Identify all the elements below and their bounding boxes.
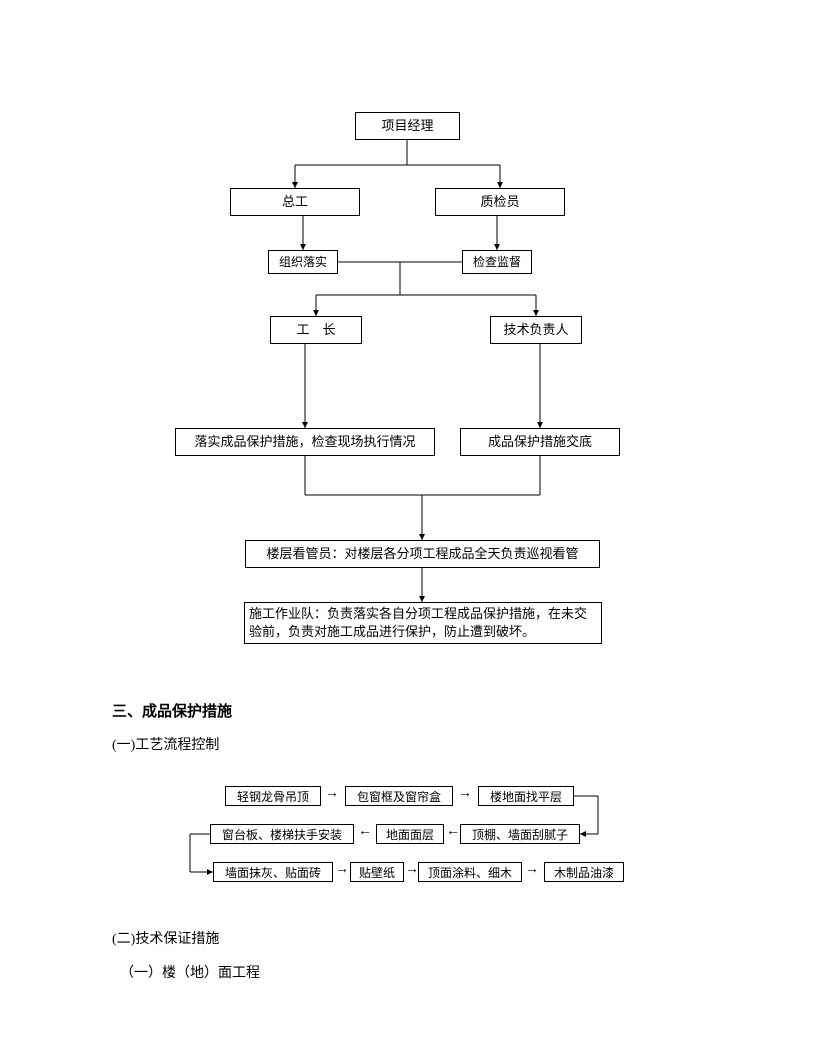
node-lckg: 楼层看管员：对楼层各分项工程成品全天负责巡视看管 bbox=[245, 540, 600, 568]
node-lscp: 落实成品保护措施，检查现场执行情况 bbox=[175, 428, 435, 456]
node-zzls: 组织落实 bbox=[268, 250, 338, 274]
node-pm: 项目经理 bbox=[355, 112, 460, 140]
arrow-p1-p2: → bbox=[325, 786, 339, 802]
arrow-p9-p10: → bbox=[525, 862, 539, 878]
arrow-p8-p9: → bbox=[405, 862, 419, 878]
node-zjy: 质检员 bbox=[435, 188, 565, 216]
section3-sub2: (二)技术保证措施 bbox=[112, 928, 219, 948]
arrow-p5-p4: ← bbox=[358, 824, 372, 840]
node-zg: 总工 bbox=[230, 188, 360, 216]
node-gz: 工 长 bbox=[270, 316, 362, 344]
p9: 顶面涂料、细木 bbox=[418, 862, 522, 882]
node-cpjd: 成品保护措施交底 bbox=[460, 428, 620, 456]
section3-sub3: （一）楼（地）面工程 bbox=[120, 962, 260, 982]
process-connectors bbox=[0, 0, 816, 1056]
p6: 顶棚、墙面刮腻子 bbox=[460, 824, 580, 844]
node-jcjd: 检查监督 bbox=[462, 250, 532, 274]
p3: 楼地面找平层 bbox=[478, 786, 574, 806]
p10: 木制品油漆 bbox=[544, 862, 624, 882]
p2: 包窗框及窗帘盒 bbox=[345, 786, 453, 806]
arrow-p2-p3: → bbox=[458, 786, 472, 802]
p1: 轻钢龙骨吊顶 bbox=[225, 786, 321, 806]
node-jsfzr: 技术负责人 bbox=[490, 316, 582, 344]
p8: 贴壁纸 bbox=[350, 862, 404, 882]
p5: 地面面层 bbox=[376, 824, 444, 844]
orgchart-connectors bbox=[0, 0, 816, 1056]
node-sgzyd: 施工作业队：负责落实各自分项工程成品保护措施，在未交验前，负责对施工成品进行保护… bbox=[244, 602, 602, 644]
p4: 窗台板、楼梯扶手安装 bbox=[210, 824, 354, 844]
arrow-p6-p5: ← bbox=[446, 824, 460, 840]
section3-sub1: (一)工艺流程控制 bbox=[112, 734, 219, 754]
section3-title: 三、成品保护措施 bbox=[112, 700, 232, 721]
arrow-p7-p8: → bbox=[335, 862, 349, 878]
p7: 墙面抹灰、贴面砖 bbox=[213, 862, 333, 882]
